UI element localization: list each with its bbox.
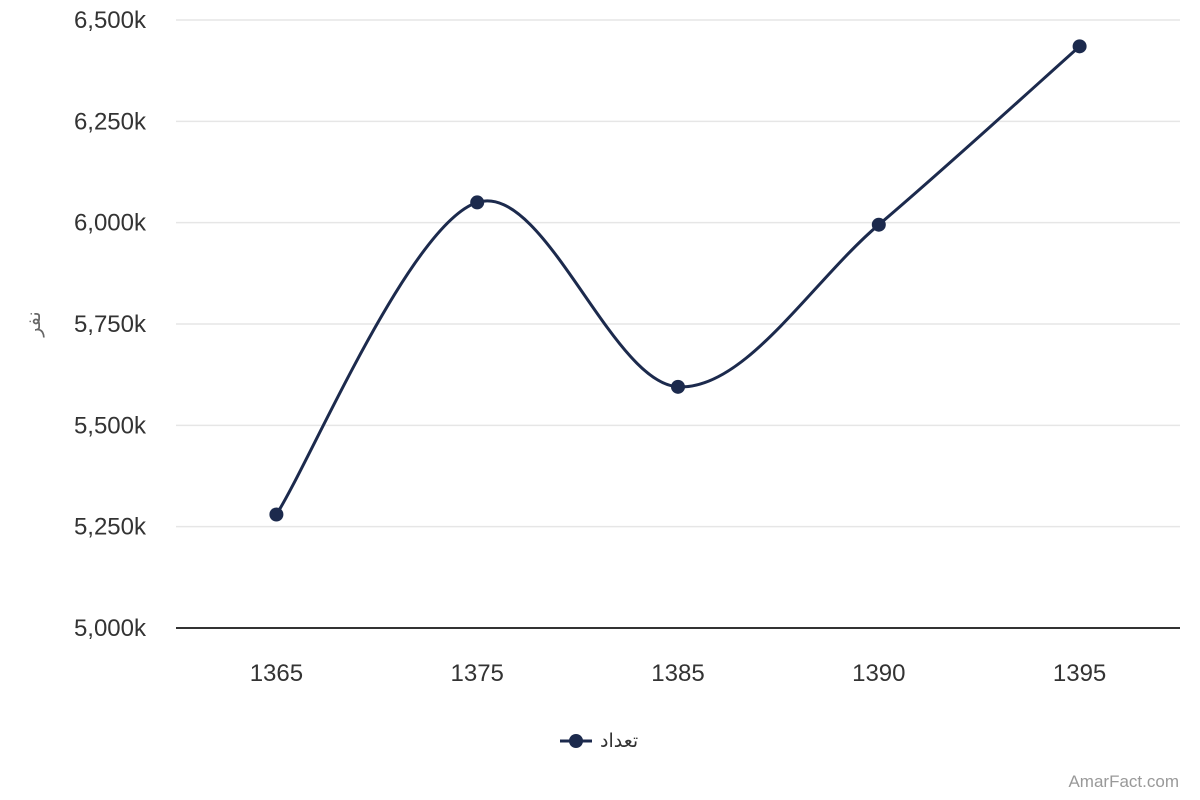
series-points[interactable]	[269, 39, 1087, 522]
y-tick-label: 5,750k	[74, 311, 147, 338]
y-tick-label: 6,500k	[74, 7, 147, 34]
data-point[interactable]	[269, 507, 284, 522]
x-tick-label: 1375	[451, 660, 504, 687]
y-axis-ticks: 5,000k 5,250k 5,500k 5,750k 6,000k 6,250k 6,50…	[74, 7, 147, 642]
data-point[interactable]	[671, 379, 685, 394]
data-point[interactable]	[470, 195, 485, 210]
legend-symbol-marker	[569, 734, 583, 748]
data-point[interactable]	[1072, 39, 1087, 54]
x-tick-label: 1395	[1053, 660, 1106, 687]
y-tick-label: 6,250k	[74, 108, 147, 135]
data-point[interactable]	[871, 217, 886, 232]
x-tick-label: 1365	[250, 660, 303, 687]
series-line	[275, 45, 1081, 516]
y-axis-label: نفر	[23, 311, 45, 337]
x-tick-label: 1390	[852, 660, 905, 687]
y-tick-label: 5,500k	[74, 412, 147, 439]
credit-link[interactable]: AmarFact.com	[1068, 772, 1179, 791]
x-axis-ticks: 1365 1375 1385 1390 1395	[250, 660, 1107, 687]
y-tick-label: 6,000k	[74, 210, 147, 237]
legend[interactable]: تعداد	[560, 730, 638, 752]
y-tick-label: 5,000k	[74, 615, 147, 642]
y-tick-label: 5,250k	[74, 514, 147, 541]
x-tick-label: 1385	[651, 660, 704, 687]
legend-item-label[interactable]: تعداد	[600, 730, 638, 752]
grid-lines	[176, 19, 1180, 528]
